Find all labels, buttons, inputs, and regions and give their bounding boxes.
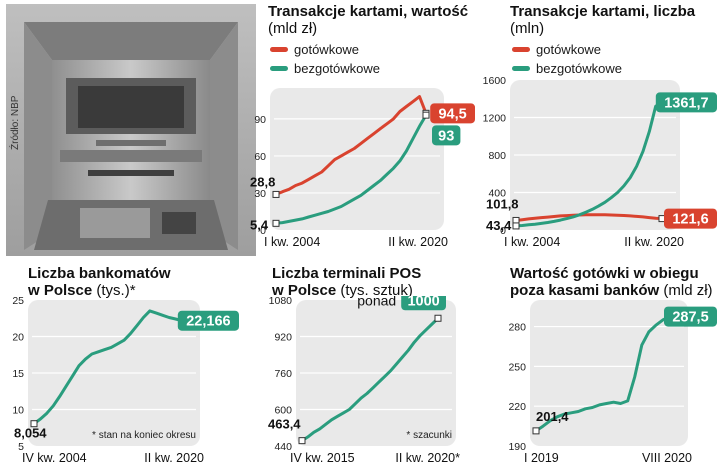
p4-plot-area — [530, 300, 688, 446]
atm-illustration — [0, 0, 262, 262]
p2-ytick-label: 15 — [12, 368, 24, 380]
p1-x-end-label: II kw. 2020 — [624, 235, 684, 249]
p3-ytick-label: 920 — [274, 332, 292, 344]
p2-start-marker-0 — [30, 420, 38, 428]
p2-ytick-label: 10 — [12, 405, 24, 417]
legend-cash: gotówkowe — [270, 42, 359, 57]
p1-ytick-label: 800 — [488, 150, 506, 162]
p2-ytick-label: 20 — [12, 332, 24, 344]
p1-end-label-box-0 — [664, 208, 717, 229]
p1-ytick-label: 1600 — [483, 75, 507, 87]
legend-cash-2: gotówkowe — [512, 42, 601, 57]
p2-note: * stan na koniec okresu — [92, 430, 196, 441]
p4-ytick-label: 280 — [508, 322, 526, 334]
source-label: Źródło: NBP — [10, 95, 21, 150]
p3-x-start-label: IV kw. 2015 — [290, 451, 355, 465]
p3-end-prefix: ponad — [357, 296, 396, 308]
p0-x-start-label: I kw. 2004 — [264, 235, 320, 249]
p3-ytick-label: 600 — [274, 405, 292, 417]
p3-note: * szacunki — [406, 430, 452, 441]
p0-start-marker-1 — [272, 219, 280, 227]
p4-end-label-0: 287,5 — [672, 310, 708, 326]
p0-start-label-1: 5,4 — [250, 217, 269, 232]
p2-ytick-label: 5 — [18, 441, 24, 453]
p2-end-label-0: 22,166 — [186, 314, 230, 330]
atms-chart: 5 10 15 20 25 8,054 22,166 IV kw. 2004 II kw. 20… — [12, 296, 239, 465]
p2-end-label-box-0 — [177, 310, 239, 331]
p1-series-line-1 — [514, 100, 664, 228]
legend-red-swatch-2 — [512, 47, 530, 52]
p1-start-label-1: 43,4 — [486, 218, 512, 233]
p0-start-label-0: 28,8 — [250, 174, 275, 189]
p1-end-label-1: 1361,7 — [664, 95, 708, 111]
p2-series-line-0 — [32, 309, 184, 426]
p2-x-end-label: II kw. 2020 — [144, 451, 204, 465]
p0-plot-area — [270, 88, 444, 230]
p1-series-line-0 — [514, 213, 664, 222]
cash-chart: 190 220 250 280 201,4 287,5 I 2019 VIII 2020 — [508, 300, 717, 465]
p0-end-label-1: 93 — [438, 128, 454, 144]
p3-ytick-label: 760 — [274, 368, 292, 380]
p1-end-label-box-1 — [655, 92, 717, 113]
p4-x-end-label: VIII 2020 — [642, 451, 692, 465]
pos-chart: 440 600 760 920 1080 463,4 1000 ponad IV kw. 201… — [268, 296, 460, 465]
p0-end-label-box-0 — [430, 103, 475, 124]
p4-end-label-box-0 — [664, 306, 717, 327]
atms-title: Liczba bankomatów w Polsce (tys.)* — [28, 265, 171, 299]
pos-title: Liczba terminali POS w Polsce (tys. sztuk… — [272, 265, 422, 299]
p0-ytick-label: 30 — [254, 188, 266, 200]
p1-start-label-0: 101,8 — [486, 196, 519, 211]
p3-ytick-label: 440 — [274, 441, 292, 453]
p2-start-label-0: 8,054 — [14, 426, 47, 441]
legend-cashless: bezgotówkowe — [270, 61, 380, 76]
p4-ytick-label: 190 — [508, 441, 526, 453]
p0-ytick-label: 60 — [254, 151, 266, 163]
p1-ytick-label: 400 — [488, 188, 506, 200]
card-count-chart: 0 400 800 1200 1600 101,8 43,4 1361,7 121,6 I kw.… — [483, 75, 717, 249]
p4-ytick-label: 220 — [508, 401, 526, 413]
p3-end-label-box-0 — [401, 296, 446, 311]
p1-ytick-label: 1200 — [483, 113, 507, 125]
legend-red-swatch — [270, 47, 288, 52]
p3-x-end-label: II kw. 2020* — [395, 451, 460, 465]
p3-ytick-label: 1080 — [269, 296, 293, 307]
p4-ytick-label: 250 — [508, 361, 526, 373]
card-value-chart: 0 30 60 90 28,8 5,4 94,5 93 I kw. 2004 II kw. 202… — [250, 88, 475, 249]
p3-end-marker-0 — [434, 314, 442, 322]
p2-x-start-label: IV kw. 2004 — [22, 451, 87, 465]
p3-start-marker-0 — [298, 437, 306, 445]
legend-green-swatch-2 — [512, 66, 530, 71]
p0-ytick-label: 90 — [254, 114, 266, 126]
p1-x-start-label: I kw. 2004 — [504, 235, 560, 249]
p4-start-marker-0 — [532, 427, 540, 435]
card-value-title: Transakcje kartami, wartość (mld zł) — [268, 3, 469, 37]
p0-ytick-label: 0 — [260, 225, 266, 237]
p3-end-label-0: 1000 — [407, 296, 439, 309]
p3-series-line-0 — [300, 316, 440, 443]
p1-end-label-0: 121,6 — [672, 212, 708, 228]
p0-series-line-0 — [274, 95, 428, 196]
p3-start-label-0: 463,4 — [268, 417, 301, 432]
p4-series-line-0 — [534, 315, 672, 433]
p0-x-end-label: II kw. 2020 — [388, 235, 448, 249]
card-count-title: Transakcje kartami, liczba (mln) — [510, 3, 696, 37]
p4-x-start-label: I 2019 — [524, 451, 559, 465]
p4-start-label-0: 201,4 — [536, 409, 569, 424]
p1-ytick-label: 0 — [500, 225, 506, 237]
p0-series-line-1 — [274, 113, 428, 225]
cash-title: Wartość gotówki w obiegu poza kasami bank… — [510, 265, 713, 299]
p0-end-marker-1 — [422, 111, 430, 119]
p1-start-marker-1 — [512, 222, 520, 230]
p0-end-label-0: 94,5 — [438, 106, 466, 122]
legend-green-swatch — [270, 66, 288, 71]
legend-cashless-2: bezgotówkowe — [512, 61, 622, 76]
p0-end-label-box-1 — [432, 125, 461, 146]
p2-ytick-label: 25 — [12, 296, 24, 307]
p0-start-marker-0 — [272, 190, 280, 198]
